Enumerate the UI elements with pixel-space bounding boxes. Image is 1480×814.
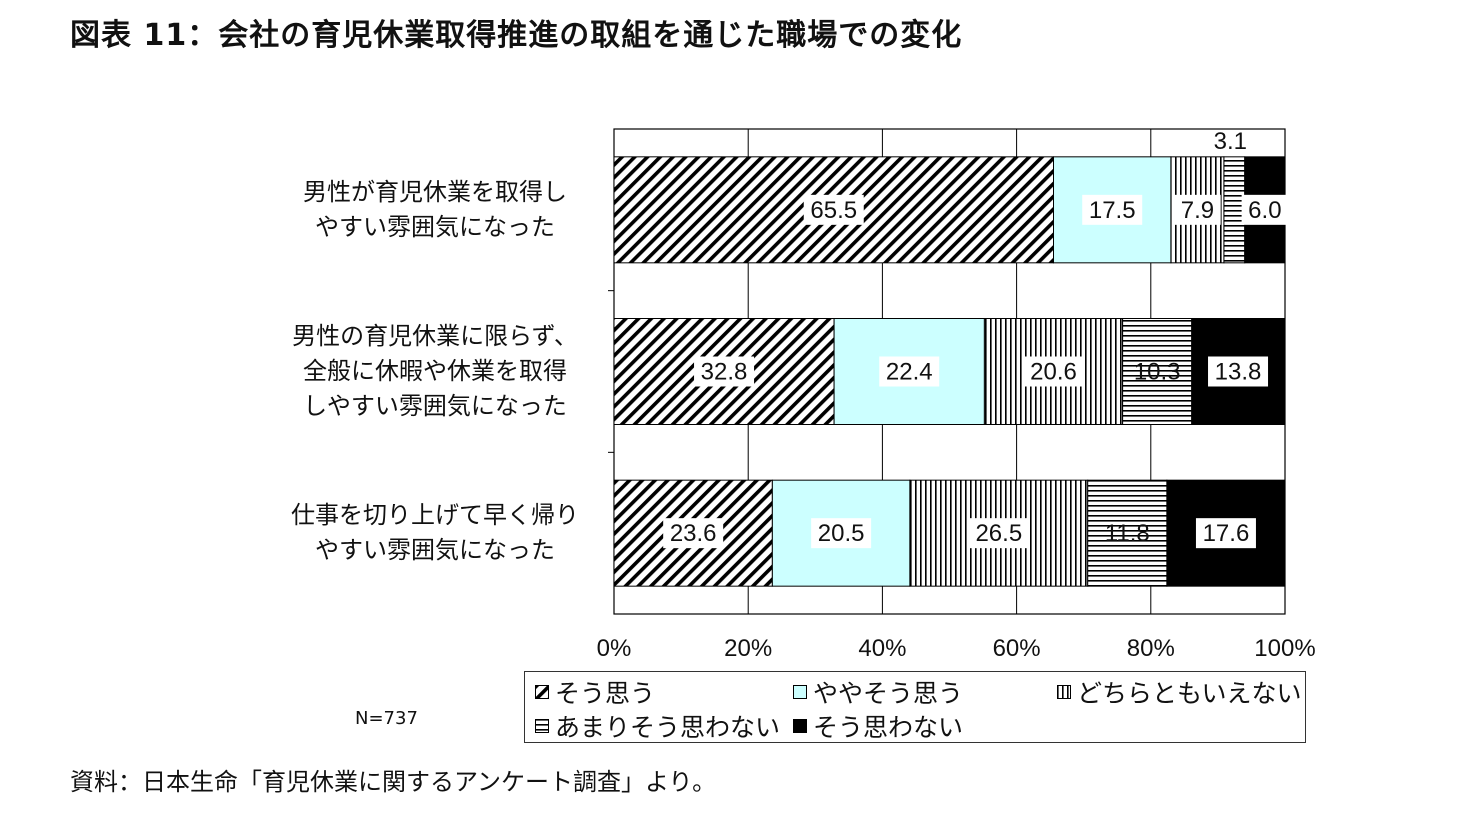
data-label: 17.6 [1203, 520, 1250, 547]
category-label-line: 男性の育児休業に限らず、 [292, 322, 578, 350]
legend-swatch [793, 719, 807, 733]
legend-swatch-fill [793, 719, 807, 733]
category-label: 仕事を切り上げて早く帰り やすい雰囲気になった [270, 498, 600, 568]
data-label: 20.5 [818, 520, 865, 547]
data-label-bg [1241, 194, 1289, 225]
legend-label: どちらともいえない [1077, 679, 1302, 708]
data-label: 32.8 [701, 359, 748, 386]
category-label-line: 全般に休暇や休業を取得 [303, 357, 567, 385]
legend-item: あまりそう思わない [535, 708, 780, 744]
legend-swatch-fill [535, 719, 549, 733]
legend-item: そう思う [535, 674, 655, 710]
data-label-bg [1208, 356, 1269, 387]
data-label: 26.5 [975, 520, 1022, 547]
data-label: 7.9 [1181, 197, 1214, 224]
category-label-line: やすい雰囲気になった [315, 212, 555, 241]
sample-size-note: N=737 [355, 708, 418, 729]
data-label-bg [694, 356, 755, 387]
legend-label: ややそう思う [813, 679, 964, 708]
source-note: 資料：日本生命「育児休業に関するアンケート調査」より。 [70, 768, 717, 796]
x-tick-label: 100% [1254, 635, 1315, 662]
category-label-line: 男性が育児休業を取得し [303, 177, 567, 206]
data-label: 20.6 [1030, 359, 1077, 386]
category-label: 男性が育児休業を取得し やすい雰囲気になった [270, 175, 600, 245]
legend-swatch [793, 685, 807, 699]
legend-item: どちらともいえない [1057, 674, 1302, 710]
category-label-line: やすい雰囲気になった [315, 536, 555, 565]
data-label-bg [879, 356, 940, 387]
data-label-bg [1174, 194, 1221, 225]
legend-swatch-fill [793, 685, 807, 699]
data-label-bg [968, 518, 1029, 549]
x-tick-label: 60% [993, 635, 1041, 662]
data-label: 6.0 [1248, 197, 1281, 224]
legend-swatch [535, 719, 549, 733]
bar-segment [1223, 156, 1246, 264]
data-label: 13.8 [1215, 359, 1262, 386]
data-label: 22.4 [886, 359, 933, 386]
legend-label: そう思わない [813, 713, 964, 742]
data-label-bg [1082, 194, 1143, 225]
data-label-bg [803, 194, 864, 225]
category-label: 男性の育児休業に限らず、 全般に休暇や休業を取得 しやすい雰囲気になった [270, 319, 600, 424]
legend-swatch-fill [535, 685, 549, 699]
bar-segment [1122, 318, 1193, 425]
legend-label: あまりそう思わない [555, 713, 781, 742]
data-label-bg [663, 518, 724, 549]
legend-item: ややそう思う [793, 674, 963, 710]
bar-segment [1087, 479, 1168, 587]
data-label-bg [1195, 518, 1256, 549]
legend-item: そう思わない [793, 708, 963, 744]
x-tick-label: 80% [1127, 635, 1175, 662]
data-label-bg [1023, 356, 1084, 387]
chart-title: 図表 11：会社の育児休業取得推進の取組を通じた職場での変化 [70, 18, 963, 53]
x-tick-label: 0% [597, 635, 632, 662]
chart-legend: そう思う ややそう思う どちらともいえないあまりそう思わない そう思わない [524, 671, 1306, 743]
legend-label: そう思う [555, 679, 656, 708]
category-label-line: しやすい雰囲気になった [303, 392, 567, 420]
data-label: 10.3 [1134, 359, 1181, 386]
legend-swatch [535, 685, 549, 699]
data-label: 17.5 [1089, 197, 1136, 224]
category-label-line: 仕事を切り上げて早く帰り [291, 501, 579, 530]
legend-swatch-fill [1057, 685, 1071, 699]
data-label-bg [811, 518, 872, 549]
legend-swatch [1057, 685, 1071, 699]
x-tick-label: 40% [858, 635, 906, 662]
data-label: 11.8 [1105, 520, 1150, 547]
data-label: 23.6 [670, 520, 717, 547]
x-tick-label: 20% [724, 635, 772, 662]
data-label: 65.5 [810, 197, 857, 224]
data-label: 3.1 [1214, 128, 1247, 155]
